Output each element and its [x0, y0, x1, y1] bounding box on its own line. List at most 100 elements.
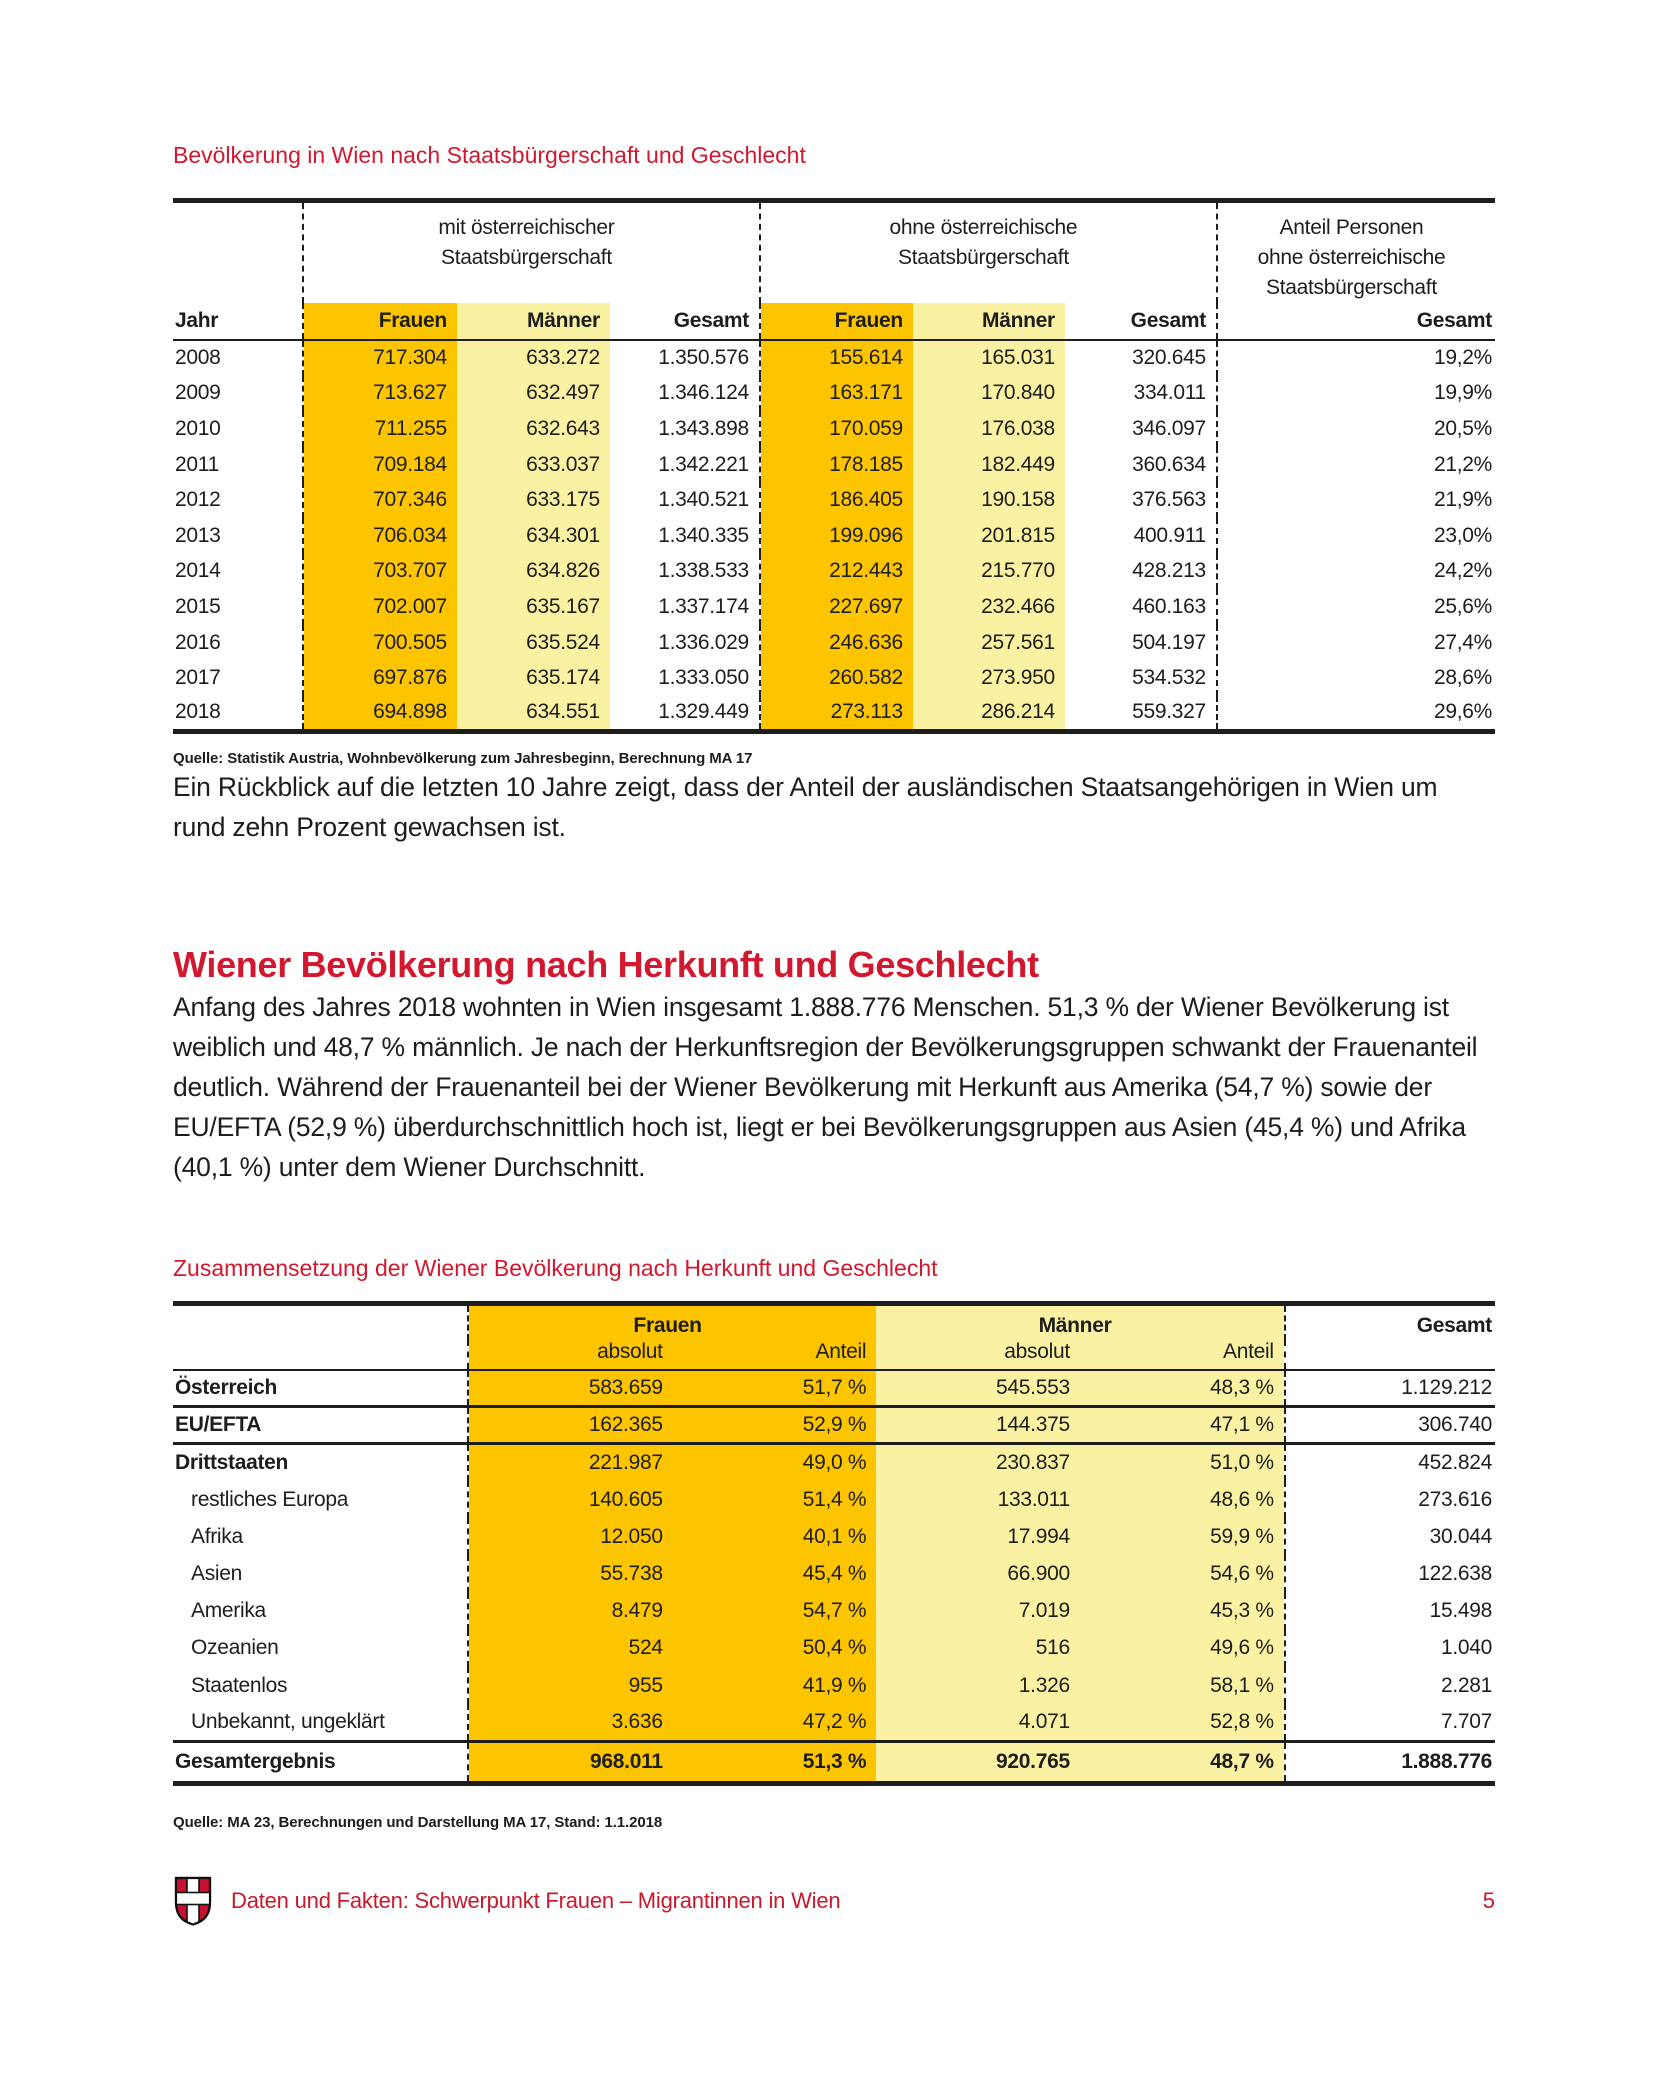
value-cell: 162.365 — [466, 1406, 673, 1446]
table-row: 2013 706.034 634.301 1.340.335 199.096 201.81… — [173, 517, 1495, 554]
table-row: Staatenlos 955 41,9 % 1.326 58,1 % 2.281 — [173, 1667, 1495, 1705]
value-cell: 66.900 — [876, 1555, 1080, 1593]
value-cell: 376.563 — [1132, 488, 1206, 512]
share-cell: 48,6 % — [1079, 1481, 1285, 1519]
share-cell: 50,4 % — [672, 1629, 877, 1668]
table-row: 2011 709.184 633.037 1.342.221 178.185 182.44… — [173, 446, 1495, 483]
share-cell: 47,1 % — [1079, 1406, 1285, 1446]
value-cell: 286.214 — [912, 695, 1065, 732]
share-cell: 29,6% — [1215, 695, 1495, 732]
table2-group-header-row: Frauen Männer Gesamt — [173, 1303, 1495, 1340]
col-header-gesamt-2: Gesamt — [1064, 303, 1217, 341]
paragraph-origin: Anfang des Jahres 2018 wohnten in Wien i… — [173, 992, 1478, 1183]
value-cell: 1.343.898 — [658, 416, 749, 440]
share-cell: 49,6 % — [1079, 1629, 1285, 1668]
share-cell: 21,2% — [1215, 446, 1495, 483]
empty-cell — [173, 201, 303, 304]
value-cell: 133.011 — [876, 1481, 1080, 1519]
value-cell: 632.643 — [456, 411, 610, 447]
share-cell: 25,6% — [1215, 589, 1495, 625]
share-cell: 54,7 % — [672, 1592, 877, 1630]
value-cell: 703.707 — [301, 553, 457, 590]
year-cell: 2017 — [175, 666, 221, 690]
group-header-gesamt: Gesamt — [1283, 1303, 1495, 1340]
year-cell: 2011 — [175, 452, 219, 476]
col-header-maenner-2: Männer — [912, 303, 1065, 341]
total-label: Gesamtergebnis — [173, 1739, 468, 1784]
share-cell: 23,0% — [1215, 517, 1495, 554]
table-row: Ozeanien 524 50,4 % 516 49,6 % 1.040 — [173, 1629, 1495, 1668]
population-by-citizenship-table: mit österreichischer Staatsbürgerschaft … — [173, 198, 1495, 735]
share-cell: 51,4 % — [672, 1481, 877, 1519]
group-header-share: Anteil Personen ohne österreichische Sta… — [1215, 200, 1495, 303]
total-cell: 122.638 — [1283, 1555, 1495, 1593]
total-cell: 1.040 — [1283, 1629, 1495, 1668]
year-cell: 2010 — [175, 416, 221, 440]
value-cell: 706.034 — [301, 517, 457, 554]
share-cell: 19,9% — [1215, 375, 1495, 412]
value-cell: 633.272 — [456, 340, 610, 376]
value-cell: 273.113 — [758, 695, 913, 732]
table-row: 2012 707.346 633.175 1.340.521 186.405 190.15… — [173, 482, 1495, 518]
value-cell: 334.011 — [1133, 381, 1207, 405]
sub-header-frauen-anteil: Anteil — [672, 1339, 877, 1371]
year-cell: 2012 — [175, 488, 221, 512]
value-cell: 260.582 — [758, 660, 913, 696]
group-header-frauen: Frauen — [466, 1303, 877, 1340]
total-cell: 2.281 — [1283, 1667, 1495, 1705]
origin-label: restliches Europa — [191, 1487, 349, 1511]
value-cell: 1.346.124 — [658, 381, 749, 405]
page-footer: Daten und Fakten: Schwerpunkt Frauen – M… — [173, 1875, 1495, 1927]
share-cell: 54,6 % — [1079, 1555, 1285, 1593]
table2-sub-header-row: absolut Anteil absolut Anteil — [173, 1339, 1495, 1371]
sub-header-frauen-absolut: absolut — [466, 1339, 673, 1371]
value-cell: 634.551 — [456, 695, 610, 732]
table1-source: Quelle: Statistik Austria, Wohnbevölkeru… — [173, 750, 753, 768]
year-cell: 2009 — [175, 381, 221, 405]
share-cell: 45,3 % — [1079, 1592, 1285, 1630]
table-row: 2009 713.627 632.497 1.346.124 163.171 170.84… — [173, 375, 1495, 412]
share-cell: 49,0 % — [672, 1443, 877, 1482]
table-row: 2014 703.707 634.826 1.338.533 212.443 215.77… — [173, 553, 1495, 590]
footer-page-number: 5 — [1482, 1887, 1495, 1913]
empty-cell — [173, 1339, 468, 1371]
table-row: Afrika 12.050 40,1 % 17.994 59,9 % 30.044 — [173, 1518, 1495, 1556]
share-cell: 59,9 % — [1079, 1518, 1285, 1556]
origin-label: Staatenlos — [191, 1673, 288, 1697]
table-row: Drittstaaten 221.987 49,0 % 230.837 51,0 % 45… — [173, 1443, 1495, 1482]
value-cell: 7.019 — [876, 1592, 1080, 1630]
share-cell: 27,4% — [1215, 624, 1495, 661]
value-cell: 246.636 — [758, 624, 913, 661]
year-cell: 2008 — [175, 346, 221, 370]
value-cell: 165.031 — [912, 340, 1065, 376]
value-cell: 516 — [876, 1629, 1080, 1668]
value-cell: 711.255 — [301, 411, 457, 447]
value-cell: 1.340.335 — [658, 523, 749, 547]
value-cell: 170.840 — [912, 375, 1065, 412]
origin-label: Ozeanien — [191, 1636, 279, 1660]
table1-title: Bevölkerung in Wien nach Staatsbürgersch… — [173, 142, 806, 168]
value-cell: 273.950 — [912, 660, 1065, 696]
total-cell: 273.616 — [1283, 1481, 1495, 1519]
table-row: 2017 697.876 635.174 1.333.050 260.582 273.95… — [173, 660, 1495, 696]
value-cell: 320.645 — [1132, 346, 1206, 370]
value-cell: 955 — [466, 1667, 673, 1705]
year-cell: 2013 — [175, 523, 221, 547]
value-cell: 632.497 — [456, 375, 610, 412]
value-cell: 1.336.029 — [658, 630, 749, 654]
total-cell: 15.498 — [1283, 1592, 1495, 1630]
share-cell: 20,5% — [1215, 411, 1495, 447]
col-header-maenner-1: Männer — [456, 303, 610, 341]
table-row: EU/EFTA 162.365 52,9 % 144.375 47,1 % 306.740 — [173, 1406, 1495, 1446]
value-cell: 1.326 — [876, 1667, 1080, 1705]
vienna-coat-of-arms-icon — [174, 1876, 212, 1926]
total-cell: 306.740 — [1283, 1406, 1495, 1446]
value-cell: 176.038 — [912, 411, 1065, 447]
value-cell: 3.636 — [466, 1704, 673, 1742]
empty-cell — [1283, 1339, 1495, 1371]
value-cell: 257.561 — [912, 624, 1065, 661]
total-cell: 1.129.212 — [1283, 1369, 1495, 1409]
table-row: Asien 55.738 45,4 % 66.900 54,6 % 122.638 — [173, 1555, 1495, 1593]
value-cell: 232.466 — [912, 589, 1065, 625]
table-row: Unbekannt, ungeklärt 3.636 47,2 % 4.071 52,8… — [173, 1704, 1495, 1742]
